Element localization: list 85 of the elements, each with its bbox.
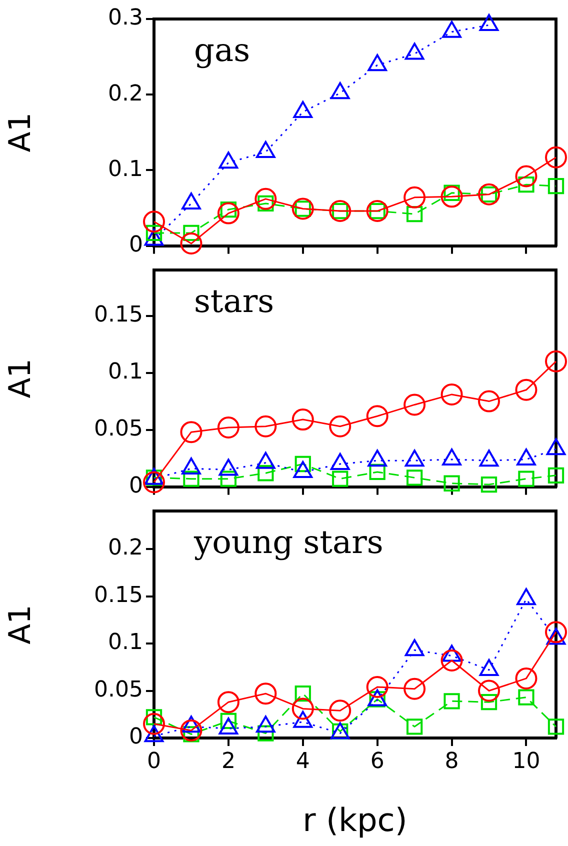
point — [478, 390, 500, 412]
point — [518, 470, 534, 487]
point — [369, 464, 386, 480]
point — [329, 415, 352, 438]
point — [404, 394, 426, 416]
point — [254, 415, 277, 438]
point — [366, 676, 388, 698]
y-axis-title: A1 — [2, 604, 38, 644]
point — [440, 186, 463, 208]
y-tick-label: 0.1 — [108, 360, 143, 385]
point — [180, 719, 202, 742]
point — [444, 693, 460, 710]
x-axis-title: r (kpc) — [302, 801, 408, 840]
point — [518, 689, 534, 706]
point — [548, 718, 564, 735]
point — [442, 20, 462, 38]
y-tick-label: 0.15 — [94, 582, 143, 608]
point — [545, 146, 567, 168]
point — [258, 725, 274, 742]
point — [366, 405, 388, 428]
point — [332, 470, 348, 487]
point — [254, 682, 277, 705]
point — [545, 621, 567, 644]
point — [406, 718, 423, 735]
point — [515, 378, 538, 401]
point — [479, 14, 499, 32]
point — [293, 100, 313, 118]
point — [217, 202, 240, 224]
point — [256, 141, 276, 158]
y-tick-label: 0 — [129, 232, 143, 258]
point — [548, 467, 564, 484]
annotation: stars — [194, 282, 274, 320]
point — [329, 700, 352, 722]
point — [480, 476, 498, 493]
point — [258, 465, 274, 482]
point — [180, 232, 202, 255]
y-axis-title: A1 — [2, 358, 38, 398]
y-tick-label: 0.1 — [108, 156, 143, 182]
point — [183, 224, 200, 242]
point — [294, 686, 311, 702]
point — [330, 82, 350, 100]
x-tick-label: 4 — [296, 748, 310, 774]
point — [220, 470, 237, 487]
point — [254, 188, 277, 210]
annotation: young stars — [193, 523, 384, 562]
point — [478, 680, 500, 702]
point — [444, 475, 460, 492]
point — [515, 165, 538, 188]
point — [404, 42, 424, 60]
annotation: gas — [194, 31, 250, 69]
x-tick-label: 0 — [147, 748, 161, 774]
point — [404, 678, 426, 700]
y-tick-label: 0 — [129, 724, 143, 750]
point — [292, 408, 314, 431]
point — [180, 421, 202, 444]
y-tick-label: 0.15 — [94, 302, 143, 328]
point — [217, 416, 240, 439]
y-tick-label: 0.05 — [94, 677, 143, 702]
y-tick-label: 0.2 — [108, 536, 143, 561]
point — [515, 667, 538, 690]
point — [143, 210, 165, 233]
point — [292, 698, 314, 720]
x-tick-label: 2 — [221, 748, 236, 774]
point — [440, 383, 463, 406]
point — [217, 691, 240, 714]
x-tick-label: 10 — [512, 748, 540, 774]
point — [143, 471, 165, 494]
point — [406, 470, 423, 486]
point — [368, 54, 387, 72]
point — [183, 470, 200, 487]
point — [480, 694, 498, 710]
point — [548, 178, 564, 194]
y-tick-label: 0.1 — [108, 630, 143, 656]
x-tick-label: 8 — [444, 748, 459, 774]
point — [143, 712, 165, 735]
point — [404, 186, 426, 208]
point — [440, 650, 463, 672]
y-tick-label: 0 — [129, 474, 143, 499]
y-tick-label: 0.2 — [108, 81, 143, 106]
x-tick-label: 6 — [370, 748, 384, 774]
y-tick-label: 0.3 — [108, 6, 143, 31]
point — [406, 206, 423, 222]
y-axis-title: A1 — [2, 112, 38, 152]
point — [545, 350, 567, 372]
y-tick-label: 0.05 — [94, 416, 143, 442]
